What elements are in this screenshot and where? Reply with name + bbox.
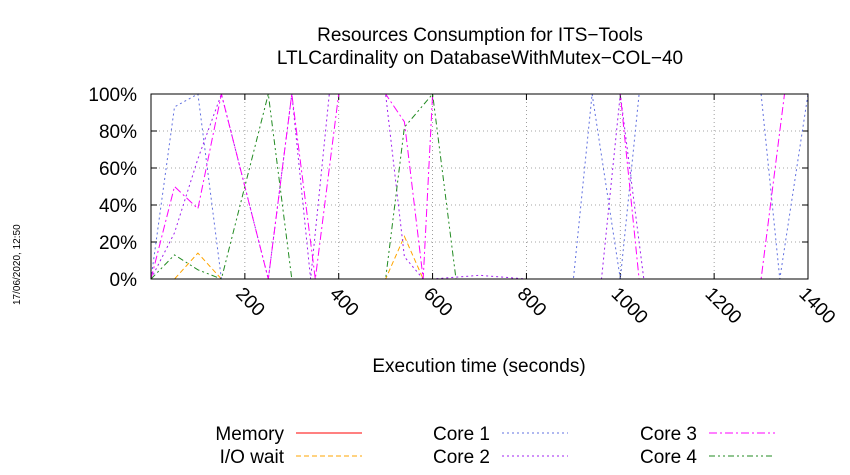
- x-tick-label: 1200: [701, 284, 746, 329]
- y-tick-label: 20%: [99, 233, 137, 254]
- y-tick-label: 40%: [99, 196, 137, 217]
- series-lines: [150, 92, 809, 280]
- series-line-core-1: [150, 93, 809, 280]
- legend-label-core-2: Core 2: [433, 447, 490, 468]
- x-tick-label: 800: [513, 284, 550, 321]
- chart-subtitle: LTLCardinality on DatabaseWithMutex−COL−…: [277, 48, 683, 69]
- x-tick-label: 600: [419, 284, 456, 321]
- series-line-core-2: [150, 92, 808, 280]
- x-tick-label: 200: [231, 284, 268, 321]
- y-tick-labels: 0% 20% 40% 60% 80% 100%: [88, 85, 137, 291]
- x-axis-label: Execution time (seconds): [372, 356, 585, 377]
- series-line-i-o-wait: [151, 235, 808, 280]
- y-tick-label: 60%: [99, 159, 137, 180]
- x-tick-label: 1400: [794, 284, 839, 329]
- x-tick-labels: 200 400 600 800 1000 1200 1400: [231, 284, 839, 329]
- y-tick-label: 100%: [88, 85, 137, 106]
- legend-label-memory: Memory: [215, 424, 284, 445]
- legend-label-i-o-wait: I/O wait: [220, 447, 285, 468]
- legend-label-core-4: Core 4: [640, 447, 697, 468]
- grid: [151, 93, 809, 280]
- x-tick-label: 1000: [607, 284, 652, 329]
- series-line-core-4: [150, 92, 808, 280]
- legend-label-core-3: Core 3: [640, 424, 697, 445]
- chart-title: Resources Consumption for ITS−Tools: [317, 25, 643, 46]
- series-line-core-3: [150, 93, 808, 280]
- y-tick-label: 0%: [110, 270, 138, 291]
- x-tick-label: 400: [325, 284, 362, 321]
- plot-frame: [150, 93, 809, 280]
- legend-label-core-1: Core 1: [433, 424, 490, 445]
- y-tick-label: 80%: [99, 122, 137, 143]
- timestamp: 17/06/2020, 12:50: [12, 224, 23, 305]
